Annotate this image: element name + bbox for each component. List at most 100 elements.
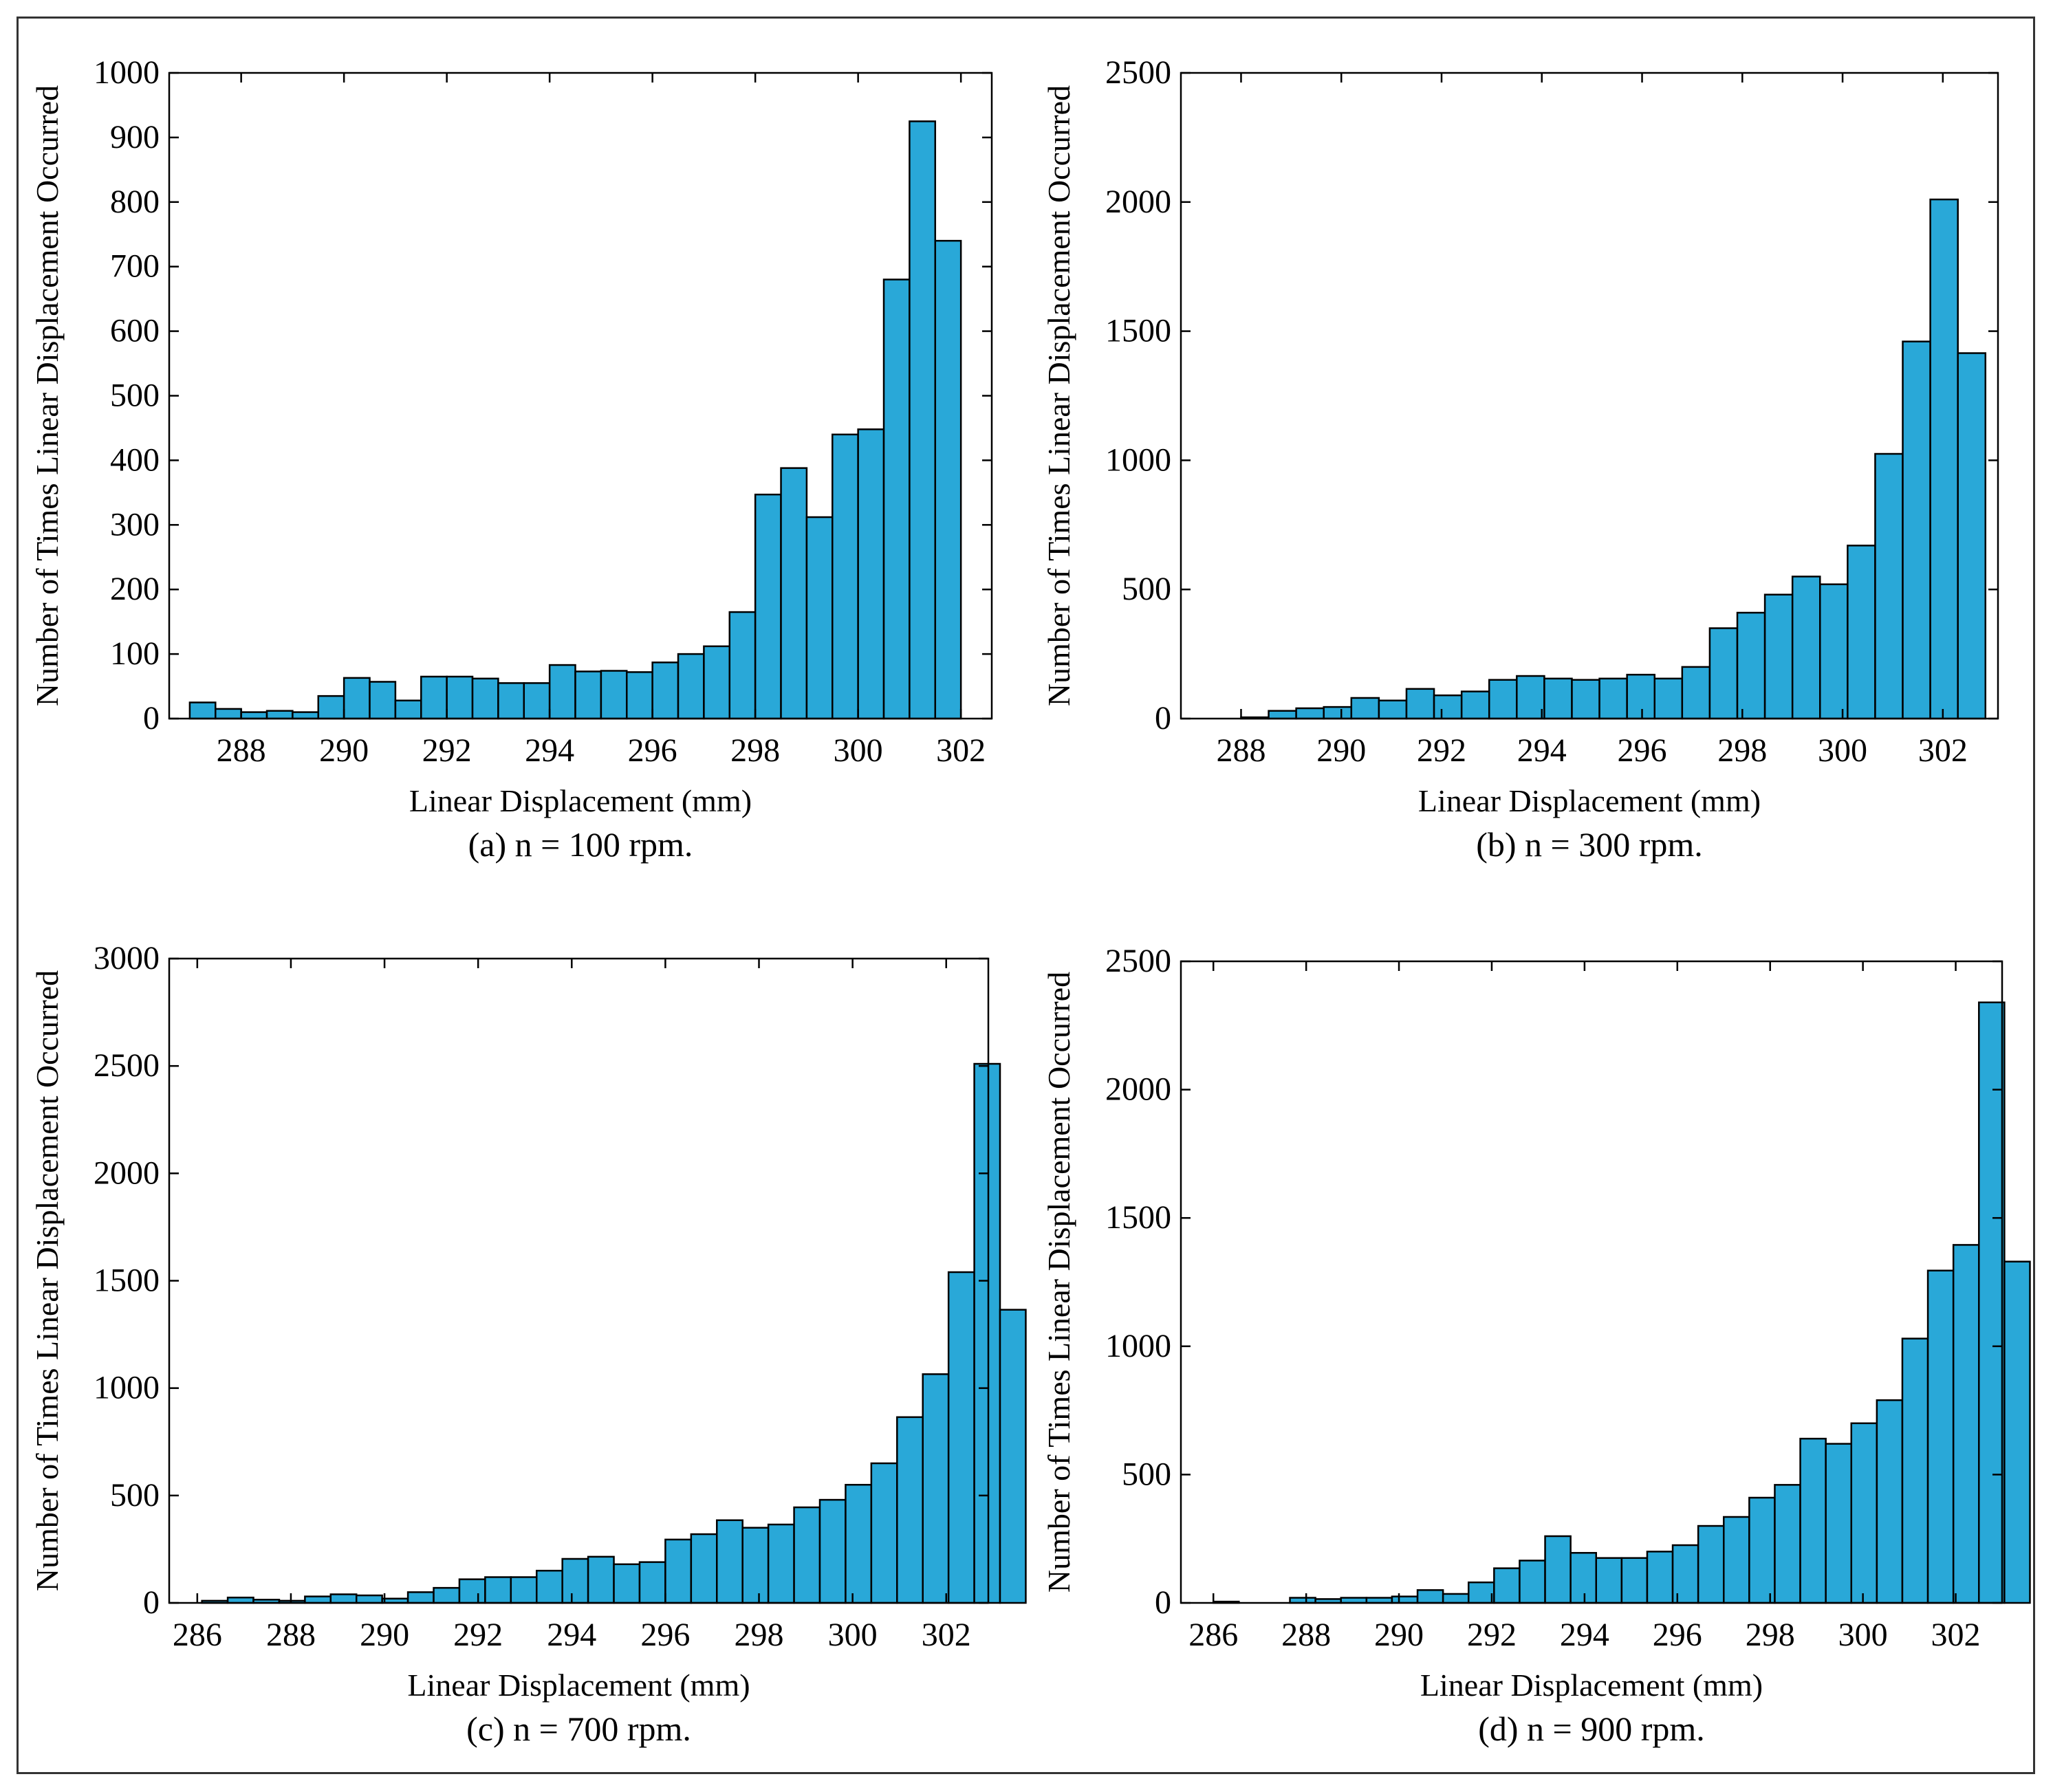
bar-c-17 xyxy=(638,1561,666,1604)
xtick-label-d-5: 296 xyxy=(1653,1617,1702,1653)
bar-c-16 xyxy=(613,1563,641,1604)
bar-b-10 xyxy=(1516,675,1545,720)
yaxis-label-d: Number of Times Linear Displacement Occu… xyxy=(1041,972,1076,1593)
xtick-label-a-0: 288 xyxy=(217,732,266,769)
bar-c-29 xyxy=(947,1271,975,1604)
bar-b-12 xyxy=(1571,679,1600,720)
ytick-label-a-10: 1000 xyxy=(94,54,160,91)
bar-c-25 xyxy=(845,1483,873,1604)
bar-c-8 xyxy=(406,1591,435,1604)
xaxis-label-d: Linear Displacement (mm) xyxy=(1420,1668,1763,1703)
bar-b-25 xyxy=(1929,198,1959,720)
bar-c-4 xyxy=(304,1595,332,1604)
bar-b-24 xyxy=(1902,340,1931,720)
bar-c-28 xyxy=(922,1373,950,1604)
bar-b-3 xyxy=(1323,706,1353,720)
bar-c-27 xyxy=(896,1416,924,1604)
ytick-label-a-7: 700 xyxy=(110,248,160,285)
xtick-label-d-3: 292 xyxy=(1467,1617,1517,1653)
bar-c-14 xyxy=(561,1558,589,1604)
bar-a-26 xyxy=(857,428,885,720)
bar-d-12 xyxy=(1519,1560,1546,1604)
bar-b-11 xyxy=(1543,677,1573,720)
xtick-label-b-2: 292 xyxy=(1417,732,1466,769)
bar-b-18 xyxy=(1736,611,1766,720)
ytick-label-b-3: 1500 xyxy=(1105,313,1171,349)
xtick-label-c-0: 286 xyxy=(173,1617,222,1653)
ytick-label-c-5: 2500 xyxy=(94,1047,160,1084)
bar-a-27 xyxy=(882,278,911,720)
bar-a-16 xyxy=(600,670,628,720)
bar-d-10 xyxy=(1467,1581,1495,1604)
ytick-label-b-2: 1000 xyxy=(1105,441,1171,478)
ytick-label-a-5: 500 xyxy=(110,378,160,414)
ytick-label-c-2: 1000 xyxy=(94,1370,160,1406)
xtick-label-c-6: 298 xyxy=(735,1617,784,1653)
xaxis-label-b: Linear Displacement (mm) xyxy=(1418,783,1761,818)
bar-c-31 xyxy=(999,1309,1027,1604)
bar-a-10 xyxy=(446,675,474,720)
bar-b-22 xyxy=(1847,545,1876,720)
xtick-label-c-8: 302 xyxy=(922,1617,971,1653)
bar-d-26 xyxy=(1876,1399,1904,1604)
bar-a-13 xyxy=(523,682,551,720)
xtick-label-d-4: 294 xyxy=(1560,1617,1609,1653)
bar-a-12 xyxy=(497,682,525,720)
bar-c-5 xyxy=(329,1593,358,1604)
chart-panel-d: 0 500 1000 1500 2000 2500 286 288 290 292 294 296 29… xyxy=(1041,943,2031,1748)
bar-b-16 xyxy=(1681,666,1711,720)
bar-b-13 xyxy=(1598,677,1628,720)
bar-d-21 xyxy=(1748,1496,1776,1604)
bar-b-4 xyxy=(1350,697,1380,720)
xtick-label-b-3: 294 xyxy=(1517,732,1567,769)
bar-b-7 xyxy=(1433,694,1463,720)
xtick-label-a-4: 296 xyxy=(628,732,677,769)
yaxis-label-c: Number of Times Linear Displacement Occu… xyxy=(30,970,65,1591)
xtick-label-a-7: 302 xyxy=(936,732,986,769)
chart-panel-b: 0 500 1000 1500 2000 2500 288 290 292 294 296 298 30… xyxy=(1041,54,1999,864)
bar-c-6 xyxy=(355,1594,383,1604)
bar-a-25 xyxy=(832,433,859,720)
bar-c-30 xyxy=(973,1062,1001,1604)
bar-c-19 xyxy=(690,1533,718,1604)
ytick-label-a-9: 900 xyxy=(110,119,160,155)
xtick-label-b-0: 288 xyxy=(1216,732,1266,769)
xtick-label-b-7: 302 xyxy=(1918,732,1968,769)
bar-a-11 xyxy=(471,677,499,720)
caption-c: (c) n = 700 rpm. xyxy=(466,1709,691,1748)
xtick-label-d-0: 286 xyxy=(1188,1617,1238,1653)
xtick-label-d-7: 300 xyxy=(1838,1617,1888,1653)
bar-d-17 xyxy=(1646,1551,1674,1604)
ytick-label-d-5: 2500 xyxy=(1105,943,1171,979)
bar-a-18 xyxy=(651,662,680,720)
bar-d-23 xyxy=(1799,1437,1827,1604)
ytick-label-b-5: 2500 xyxy=(1105,54,1171,91)
xtick-label-d-6: 298 xyxy=(1746,1617,1795,1653)
ytick-label-d-0: 0 xyxy=(1155,1584,1171,1621)
bar-b-20 xyxy=(1791,576,1821,720)
bar-c-20 xyxy=(716,1519,743,1604)
chart-panel-c: 0 500 1000 1500 2000 2500 3000 286 288 290 292 294 2… xyxy=(30,940,1027,1748)
xtick-label-c-7: 300 xyxy=(828,1617,878,1653)
xtick-label-a-3: 294 xyxy=(525,732,574,769)
bar-a-5 xyxy=(317,695,345,720)
xtick-label-d-2: 290 xyxy=(1374,1617,1424,1653)
bar-d-24 xyxy=(1825,1443,1853,1604)
caption-a: (a) n = 100 rpm. xyxy=(468,825,693,864)
bar-c-24 xyxy=(818,1498,847,1604)
xtick-label-a-1: 290 xyxy=(319,732,369,769)
ytick-label-d-2: 1000 xyxy=(1105,1328,1171,1364)
ytick-label-c-3: 1500 xyxy=(94,1263,160,1299)
figure-frame xyxy=(17,17,2035,1774)
bar-a-19 xyxy=(677,653,705,720)
bar-b-14 xyxy=(1626,673,1655,720)
bar-a-17 xyxy=(626,671,653,720)
bar-d-29 xyxy=(1952,1244,1980,1604)
bar-b-6 xyxy=(1405,688,1435,720)
bar-d-9 xyxy=(1442,1593,1470,1604)
bar-b-21 xyxy=(1819,583,1849,720)
xtick-label-c-5: 296 xyxy=(640,1617,690,1653)
yaxis-label-a: Number of Times Linear Displacement Occu… xyxy=(30,85,65,706)
bar-d-15 xyxy=(1595,1557,1623,1604)
